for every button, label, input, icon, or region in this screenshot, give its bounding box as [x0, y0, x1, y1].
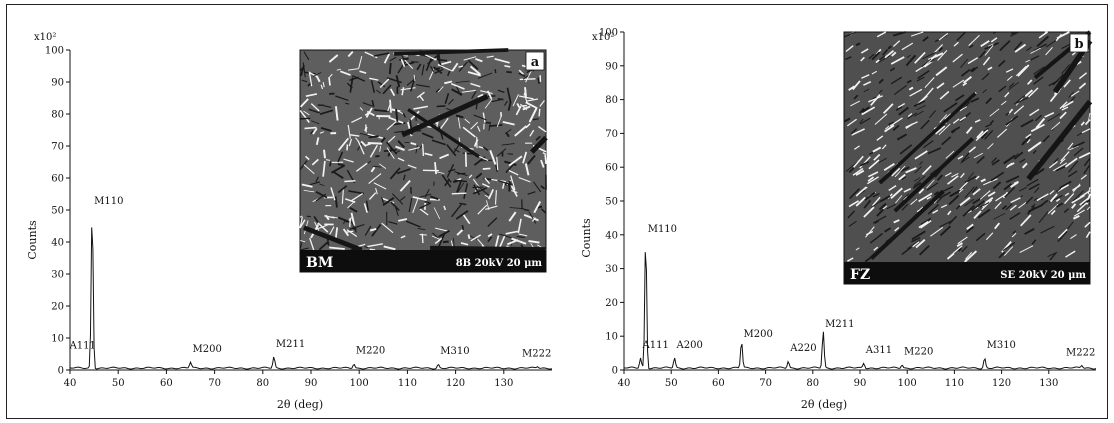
peak-label: M211	[276, 339, 305, 350]
x-tick-label: 110	[945, 378, 964, 389]
y-tick-label: 60	[605, 163, 618, 174]
peak-label: M220	[904, 347, 933, 358]
peak-label: M211	[825, 319, 854, 330]
xrd-panel-b: x10² 40 50 60 70 80 90 100 110 120 130 0102030405…	[582, 28, 1102, 420]
peak-label: A220	[789, 343, 816, 354]
peak-label: M110	[648, 224, 677, 235]
peak-label: A200	[676, 340, 703, 351]
y-tick-label: 0	[612, 366, 618, 377]
x-axis	[70, 370, 552, 374]
y-tick-label: 10	[51, 334, 64, 345]
y-tick-label: 80	[51, 110, 64, 121]
y-multiplier-label: x10²	[34, 32, 56, 43]
y-tick-label: 50	[51, 206, 64, 217]
y-tick-label: 80	[605, 95, 618, 106]
x-tick-label: 90	[854, 378, 867, 389]
peak-label: A111	[642, 340, 669, 351]
peak-label: A311	[865, 345, 892, 356]
y-tick-label: 70	[51, 142, 64, 153]
y-tick-label: 90	[605, 61, 618, 72]
y-tick-label: 30	[605, 264, 618, 275]
x-tick-label: 60	[160, 378, 173, 389]
y-tick-label: 30	[51, 270, 64, 281]
y-tick-labels: 0 10 20 30 40 50 60 70 80 90 100	[599, 28, 618, 377]
inset-label: BM	[306, 255, 333, 271]
x-tick-labels: 40 50 60 70 80 90 100 110 120 130	[618, 378, 1059, 389]
y-tick-label: 0	[58, 366, 64, 377]
x-tick-labels: 40 50 60 70 80 90 100 110 120 130	[64, 378, 514, 389]
y-tick-label: 100	[45, 46, 64, 57]
x-tick-label: 60	[712, 378, 725, 389]
x-tick-label: 50	[112, 378, 125, 389]
x-tick-label: 80	[806, 378, 819, 389]
x-tick-label: 90	[305, 378, 318, 389]
scale-bar-text: 8B 20kV 20 μm	[456, 258, 543, 269]
peak-label: M220	[356, 346, 385, 357]
x-tick-label: 100	[350, 378, 369, 389]
panel-label: b	[1074, 37, 1083, 52]
y-axis	[66, 50, 70, 370]
x-axis-title: 2θ (deg)	[277, 398, 323, 411]
peak-label: M310	[440, 346, 469, 357]
y-tick-label: 20	[51, 302, 64, 313]
y-tick-labels: 0 10 20 30 40 50 60 70 80 90 100	[45, 46, 64, 377]
x-tick-label: 40	[64, 378, 77, 389]
sem-inset: a BM 8B 20kV 20 μm	[300, 50, 546, 272]
y-tick-label: 40	[51, 238, 64, 249]
peak-label: M200	[744, 329, 773, 340]
x-tick-label: 80	[256, 378, 269, 389]
x-tick-label: 120	[446, 378, 465, 389]
peak-label: M200	[193, 344, 222, 355]
x-tick-label: 70	[759, 378, 772, 389]
y-tick-label: 100	[599, 28, 618, 39]
peak-label: A111	[69, 340, 96, 351]
y-tick-label: 20	[605, 298, 618, 309]
x-tick-label: 130	[1039, 378, 1058, 389]
y-tick-label: 60	[51, 174, 64, 185]
x-tick-label: 40	[618, 378, 631, 389]
x-tick-label: 100	[898, 378, 917, 389]
peak-label: M222	[522, 348, 551, 359]
y-axis-title: Counts	[582, 218, 593, 258]
sem-inset: b FZ SE 20kV 20 μm	[844, 32, 1090, 284]
y-tick-label: 50	[605, 197, 618, 208]
peak-label: M110	[94, 196, 123, 207]
peak-label: M222	[1066, 347, 1095, 358]
y-tick-label: 40	[605, 230, 618, 241]
y-axis	[620, 32, 624, 370]
scale-bar-text: SE 20kV 20 μm	[1000, 270, 1086, 281]
xrd-panel-a: x10² 40 50 60 70 80 90 100 110 120 130 0 10 20 30 40 5…	[20, 28, 560, 420]
x-axis-title: 2θ (deg)	[801, 398, 847, 411]
peak-label: M310	[987, 340, 1016, 351]
x-tick-label: 70	[208, 378, 221, 389]
x-tick-label: 50	[665, 378, 678, 389]
x-tick-label: 120	[992, 378, 1011, 389]
y-axis-title: Counts	[26, 220, 39, 260]
panel-label: a	[531, 55, 540, 70]
y-tick-label: 10	[605, 332, 618, 343]
x-axis	[624, 370, 1096, 374]
y-tick-label: 70	[605, 129, 618, 140]
x-tick-label: 130	[494, 378, 513, 389]
x-tick-label: 110	[398, 378, 417, 389]
y-tick-label: 90	[51, 78, 64, 89]
inset-label: FZ	[850, 267, 870, 283]
